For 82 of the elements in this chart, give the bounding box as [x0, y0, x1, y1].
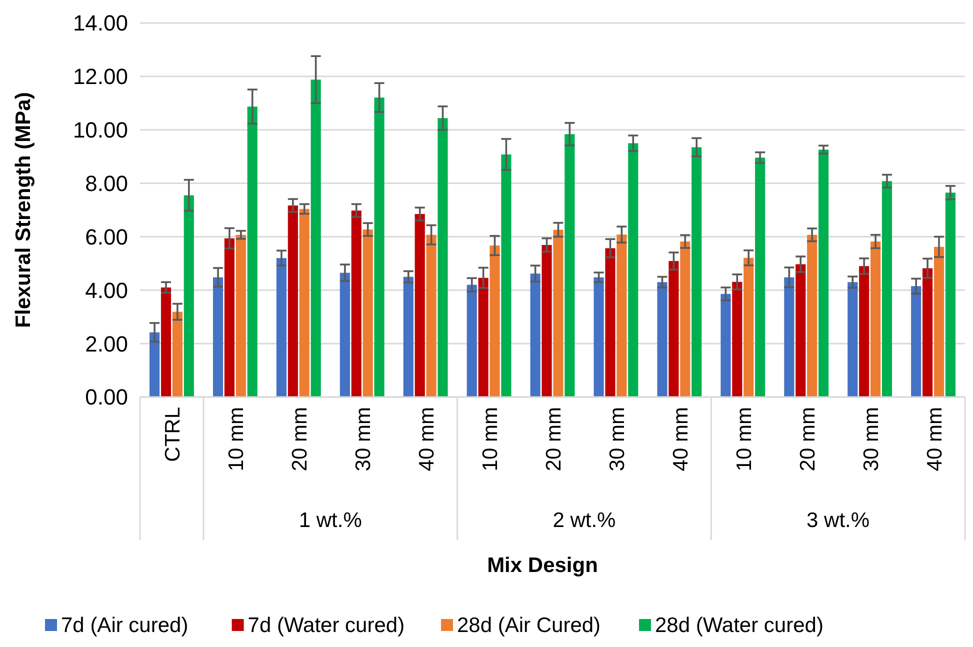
- bar: [668, 261, 679, 397]
- bar: [848, 282, 858, 397]
- x-tick-label: 30 mm: [352, 407, 376, 472]
- text: 3 wt.%: [806, 509, 870, 532]
- bar: [426, 234, 436, 397]
- bar: [160, 287, 172, 397]
- bar: [224, 238, 235, 397]
- bar: [807, 234, 818, 397]
- x-tick-label: 10 mm: [479, 407, 502, 472]
- bar: [934, 246, 944, 397]
- bar: [414, 214, 425, 397]
- text: 2 wt.%: [552, 509, 616, 532]
- bar: [501, 154, 512, 397]
- y-axis-title: Flexural Strength (MPa): [12, 92, 35, 328]
- bar: [680, 242, 690, 397]
- bar: [374, 98, 384, 397]
- bar: [288, 205, 298, 397]
- bar: [628, 143, 638, 397]
- bar: [784, 277, 794, 397]
- bar: [882, 181, 892, 397]
- y-tick-label: 0.00: [85, 384, 128, 410]
- x-tick-label: 30 mm: [606, 407, 629, 472]
- bar: [212, 277, 224, 397]
- bar: [276, 258, 287, 397]
- bar: [564, 134, 575, 397]
- x-tick-label: 10 mm: [225, 407, 248, 472]
- x-axis-title: Mix Design: [487, 554, 598, 577]
- y-tick-label: 12.00: [72, 64, 128, 90]
- legend-label: 7d (Water cured): [248, 614, 405, 637]
- bar: [720, 294, 731, 397]
- bar: [755, 158, 766, 397]
- bar: [150, 332, 160, 397]
- y-tick-label: 6.00: [85, 224, 128, 250]
- bar: [362, 230, 373, 397]
- bar: [530, 274, 540, 397]
- text: 1 wt.%: [298, 509, 362, 532]
- y-tick-label: 8.00: [85, 170, 128, 196]
- bar: [594, 277, 604, 397]
- bar: [818, 150, 829, 397]
- y-tick-label: 14.00: [72, 10, 128, 36]
- bar: [542, 244, 552, 397]
- bar: [351, 210, 362, 397]
- bar: [657, 282, 668, 397]
- x-tick-label: 40 mm: [416, 407, 439, 472]
- bar: [184, 195, 194, 397]
- legend-label: 28d (Air Cured): [457, 614, 601, 637]
- bar: [172, 312, 182, 397]
- bar: [236, 234, 246, 397]
- bar: [732, 282, 742, 397]
- bar: [310, 80, 321, 397]
- bar: [340, 272, 350, 397]
- x-tick-label: 20 mm: [288, 407, 312, 472]
- bar: [299, 208, 310, 397]
- bar: [911, 286, 922, 397]
- bar: [466, 284, 477, 397]
- bar: [692, 147, 702, 397]
- bar: [605, 248, 616, 397]
- x-tick-label: CTRL: [162, 407, 185, 462]
- bar: [490, 246, 500, 397]
- legend-label: 7d (Air cured): [61, 614, 188, 637]
- bar: [403, 276, 414, 397]
- bar: [616, 234, 627, 397]
- y-tick-label: 4.00: [85, 278, 128, 303]
- bar: [438, 118, 448, 397]
- x-tick-label: 20 mm: [796, 407, 820, 472]
- x-tick-label: 10 mm: [732, 407, 756, 472]
- bar: [744, 258, 754, 397]
- x-tick-label: 40 mm: [923, 407, 946, 472]
- bar: [247, 106, 258, 397]
- bar: [870, 242, 881, 397]
- bar: [796, 264, 806, 397]
- bar: [922, 268, 933, 397]
- x-tick-label: 30 mm: [860, 407, 883, 472]
- bar: [478, 278, 488, 397]
- x-tick-label: 40 mm: [669, 407, 692, 472]
- bar: [945, 192, 956, 397]
- x-tick-label: 20 mm: [542, 407, 566, 472]
- legend-label: 28d (Water cured): [655, 614, 824, 637]
- y-tick-label: 10.00: [72, 118, 128, 143]
- bar: [553, 230, 564, 397]
- y-tick-label: 2.00: [85, 331, 128, 356]
- bar: [859, 266, 870, 397]
